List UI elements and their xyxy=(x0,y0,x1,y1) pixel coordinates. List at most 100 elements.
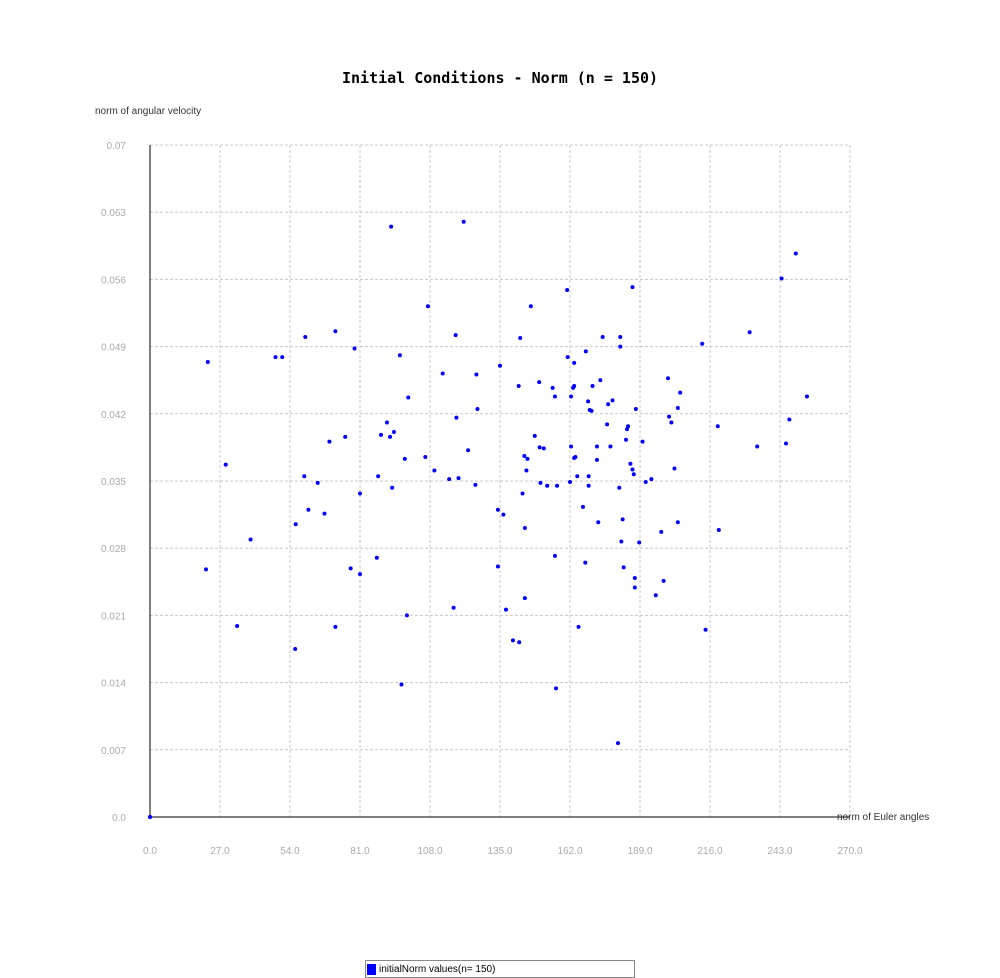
x-tick-label: 27.0 xyxy=(210,846,230,857)
data-point xyxy=(397,353,402,358)
data-point xyxy=(525,456,530,461)
data-point xyxy=(715,424,720,429)
data-point xyxy=(466,448,471,453)
data-point xyxy=(333,624,338,629)
data-point xyxy=(631,472,636,477)
data-point xyxy=(358,491,362,496)
data-point xyxy=(503,607,508,612)
y-tick-label: 0.049 xyxy=(101,343,126,354)
data-point xyxy=(522,596,527,601)
y-tick-label: 0.028 xyxy=(101,544,126,555)
data-point xyxy=(565,287,570,292)
x-tick-label: 0.0 xyxy=(143,846,157,857)
data-point xyxy=(293,647,298,651)
data-point xyxy=(583,560,588,565)
data-point xyxy=(605,422,610,427)
data-point xyxy=(148,815,152,819)
data-point xyxy=(596,520,601,525)
data-point xyxy=(545,483,550,488)
legend-label: initialNorm values(n= 150) xyxy=(379,963,496,975)
data-point xyxy=(306,507,311,512)
data-point xyxy=(205,359,210,364)
data-point xyxy=(573,455,578,459)
data-point xyxy=(637,540,642,545)
data-point xyxy=(520,491,525,496)
data-point xyxy=(528,304,533,309)
data-point xyxy=(538,480,543,485)
data-point xyxy=(352,346,357,351)
data-point xyxy=(280,355,285,360)
data-points xyxy=(148,219,809,819)
data-point xyxy=(552,553,557,558)
data-point xyxy=(498,363,502,368)
data-point xyxy=(322,511,327,516)
data-point xyxy=(628,461,633,466)
data-point xyxy=(590,383,595,388)
y-tick-labels: 0.0 0.007 0.014 0.021 0.028 0.035 0.042 0.049 0.… xyxy=(101,141,126,824)
data-point xyxy=(423,455,428,459)
y-tick-label: 0.035 xyxy=(101,477,126,488)
data-point xyxy=(432,468,437,473)
data-point xyxy=(594,444,599,449)
data-point xyxy=(747,330,752,335)
data-point xyxy=(404,613,409,618)
data-point xyxy=(640,439,645,444)
data-point xyxy=(568,479,572,484)
data-point xyxy=(617,485,622,490)
data-point xyxy=(608,444,613,449)
x-tick-labels: 0.0 27.0 54.0 81.0 108.0 135.0 162.0 189.0 216.0… xyxy=(143,846,863,857)
data-point xyxy=(586,474,591,479)
chart-title: Initial Conditions - Norm (n = 150) xyxy=(341,69,659,87)
data-point xyxy=(406,395,411,400)
data-point xyxy=(672,466,677,471)
data-point xyxy=(669,420,674,425)
data-point xyxy=(333,329,338,334)
data-point xyxy=(235,623,240,628)
data-point xyxy=(620,517,625,522)
data-point xyxy=(550,385,555,390)
y-tick-label: 0.063 xyxy=(101,208,126,219)
data-point xyxy=(779,276,784,281)
data-point xyxy=(643,479,648,484)
data-point xyxy=(391,430,396,435)
data-point xyxy=(703,627,708,632)
data-point xyxy=(390,485,395,490)
data-point xyxy=(675,406,680,411)
data-point xyxy=(461,219,466,224)
data-point xyxy=(653,593,658,598)
y-axis-label: norm of angular velocity xyxy=(95,106,202,117)
data-point xyxy=(473,482,478,487)
data-point xyxy=(630,285,635,290)
data-point xyxy=(495,507,500,512)
data-point xyxy=(204,567,208,572)
data-point xyxy=(661,578,666,583)
data-point xyxy=(456,476,461,481)
data-point xyxy=(618,335,623,339)
data-point xyxy=(572,383,577,388)
data-point xyxy=(580,504,585,509)
x-tick-label: 54.0 xyxy=(280,846,300,857)
data-point xyxy=(522,454,527,459)
data-point xyxy=(576,624,581,629)
data-point xyxy=(618,344,623,349)
data-point xyxy=(516,383,521,388)
data-point xyxy=(589,408,594,413)
data-point xyxy=(273,355,278,360)
data-point xyxy=(537,445,542,450)
data-point xyxy=(522,526,527,531)
data-point xyxy=(388,434,393,439)
data-point xyxy=(600,335,605,339)
data-point xyxy=(572,360,577,365)
data-point xyxy=(510,638,515,643)
y-tick-label: 0.07 xyxy=(107,141,127,152)
data-point xyxy=(302,474,307,479)
data-point xyxy=(630,467,635,472)
data-point xyxy=(632,575,637,580)
data-point xyxy=(675,520,680,525)
data-point xyxy=(649,477,654,482)
y-tick-label: 0.021 xyxy=(101,611,126,622)
x-tick-label: 162.0 xyxy=(557,846,582,857)
data-point xyxy=(517,640,522,645)
data-point xyxy=(532,433,537,438)
